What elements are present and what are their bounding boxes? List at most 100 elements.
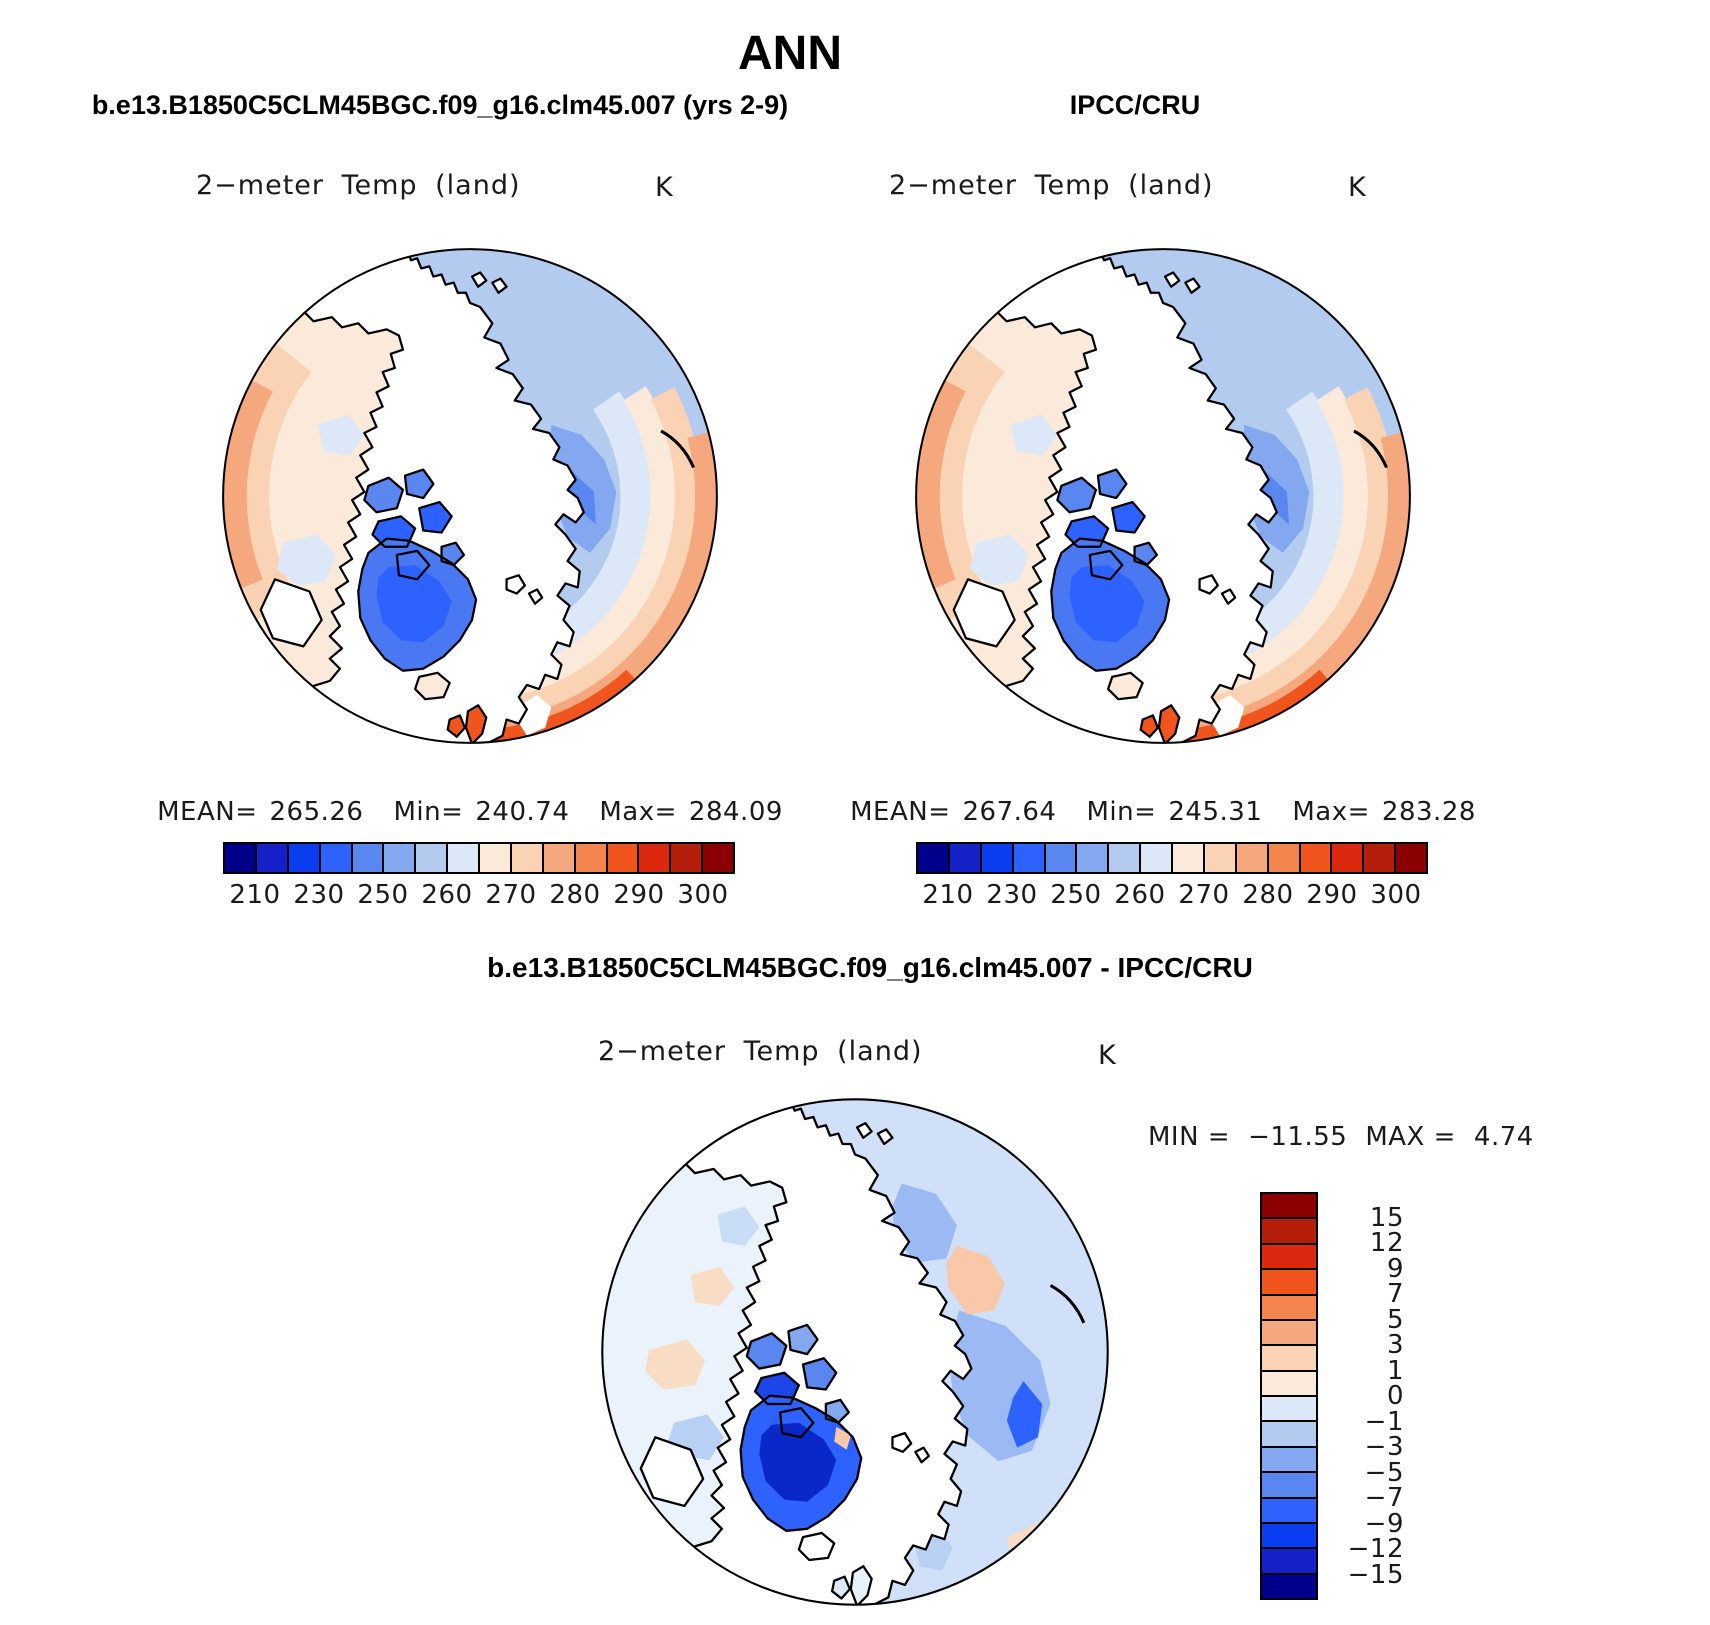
obs-map [915,248,1411,744]
colorbar-cell [1171,844,1203,872]
obs-map-label: 2−meter Temp (land) [889,170,1214,201]
colorbar-cell [1262,1194,1316,1218]
colorbar-tick-label: 3 [1386,1330,1404,1360]
min-value: 240.74 [475,797,570,827]
max-value: 283.28 [1381,797,1476,827]
colorbar-cell [1043,844,1076,872]
colorbar-cell [1262,1395,1316,1421]
max-value: 284.09 [688,797,783,827]
colorbar-tick-label: −5 [1364,1457,1404,1488]
diff-colorbar: 15 12 9 7 5 3 1 0 −1 −3 −5 −7 −9 −12 −15 [1260,1192,1403,1600]
colorbar-cell [1262,1217,1316,1243]
mean-value: 267.64 [962,797,1057,827]
colorbar-cell [446,844,478,872]
mean-label: MEAN= [850,797,951,827]
colorbar-cell [350,844,383,872]
colorbar-cell [1330,844,1363,872]
colorbar-cell [1262,1471,1316,1497]
min-label: MIN = [1148,1122,1231,1152]
mean-value: 265.26 [269,797,364,827]
colorbar-cell [637,844,670,872]
obs-unit-label: K [1348,172,1367,203]
min-label: Min= [393,797,464,827]
colorbar-tick-label: 1 [1386,1355,1404,1386]
colorbar-cell [1362,844,1395,872]
colorbar-cell [1262,1445,1316,1472]
colorbar-tick-label: −3 [1364,1432,1404,1462]
colorbar-cell [225,844,255,872]
colorbar-tick-label: 9 [1386,1253,1404,1284]
colorbar-tick-label: 280 [549,880,601,910]
colorbar-tick-label: 15 [1369,1202,1404,1233]
colorbar-tick-label: 5 [1386,1304,1404,1335]
colorbar-cell [1075,844,1108,872]
model-colorbar: 210 230 250 260 270 280 290 300 [223,842,735,910]
colorbar-tick-label: 290 [613,880,665,910]
model-map-label: 2−meter Temp (land) [196,170,521,201]
colorbar-cell [509,844,542,872]
colorbar-tick-label: −9 [1364,1508,1404,1539]
max-label: Max= [1292,797,1370,827]
colorbar-cell [1262,1496,1316,1522]
obs-stats: MEAN= 267.64 Min= 245.31 Max= 283.28 [850,797,1475,827]
colorbar-cell [541,844,574,872]
colorbar-cell [254,844,287,872]
colorbar-cell [605,844,638,872]
colorbar-cell [1262,1293,1316,1319]
colorbar-cell [1266,844,1299,872]
colorbar-tick-label: −15 [1347,1559,1404,1590]
colorbar-tick-label: 300 [1370,880,1422,910]
colorbar-cell [1011,844,1044,872]
diff-map [601,1098,1109,1606]
colorbar-tick-label: 210 [229,880,281,910]
colorbar-cell [573,844,606,872]
diff-stats: MIN = −11.55 MAX = 4.74 [1148,1122,1534,1152]
colorbar-cell [1202,844,1235,872]
colorbar-cell [1262,1572,1316,1598]
model-unit-label: K [655,172,674,203]
colorbar-cell [1234,844,1267,872]
colorbar-tick-label: 230 [986,880,1038,910]
colorbar-cell [701,844,733,872]
colorbar-cell [382,844,415,872]
colorbar-cell [1262,1268,1316,1294]
colorbar-cell [1262,1547,1316,1573]
max-label: Max= [599,797,677,827]
colorbar-cell [1262,1318,1316,1345]
figure-title: ANN [738,27,842,80]
colorbar-cell [1394,844,1426,872]
obs-subtitle: IPCC/CRU [1069,90,1201,120]
max-value: 4.74 [1473,1122,1534,1152]
colorbar-tick-label: 210 [922,880,974,910]
colorbar-tick-label: 250 [357,880,409,910]
colorbar-tick-label: 0 [1386,1381,1404,1411]
colorbar-cell [1139,844,1171,872]
mean-label: MEAN= [157,797,258,827]
colorbar-cell [1298,844,1331,872]
diff-unit-label: K [1098,1040,1117,1071]
diff-map-label: 2−meter Temp (land) [598,1036,923,1067]
colorbar-cell [1107,844,1140,872]
colorbar-tick-label: 270 [485,880,537,910]
colorbar-tick-label: 250 [1050,880,1102,910]
colorbar-cell [918,844,948,872]
diff-subtitle: b.e13.B1850C5CLM45BGC.f09_g16.clm45.007 … [487,952,1253,983]
colorbar-tick-label: 12 [1369,1228,1404,1258]
colorbar-cell [286,844,319,872]
colorbar-cell [1262,1369,1316,1395]
min-label: Min= [1086,797,1157,827]
colorbar-tick-label: 260 [421,880,473,910]
colorbar-tick-label: 270 [1178,880,1230,910]
colorbar-cell [947,844,980,872]
colorbar-tick-label: 290 [1306,880,1358,910]
colorbar-tick-label: 260 [1114,880,1166,910]
colorbar-cell [1262,1344,1316,1370]
colorbar-tick-label: −1 [1364,1406,1404,1437]
colorbar-cell [318,844,351,872]
colorbar-cell [979,844,1012,872]
colorbar-cell [1262,1521,1316,1548]
colorbar-tick-label: −7 [1364,1483,1404,1513]
model-map [222,248,718,744]
colorbar-cell [1262,1242,1316,1269]
